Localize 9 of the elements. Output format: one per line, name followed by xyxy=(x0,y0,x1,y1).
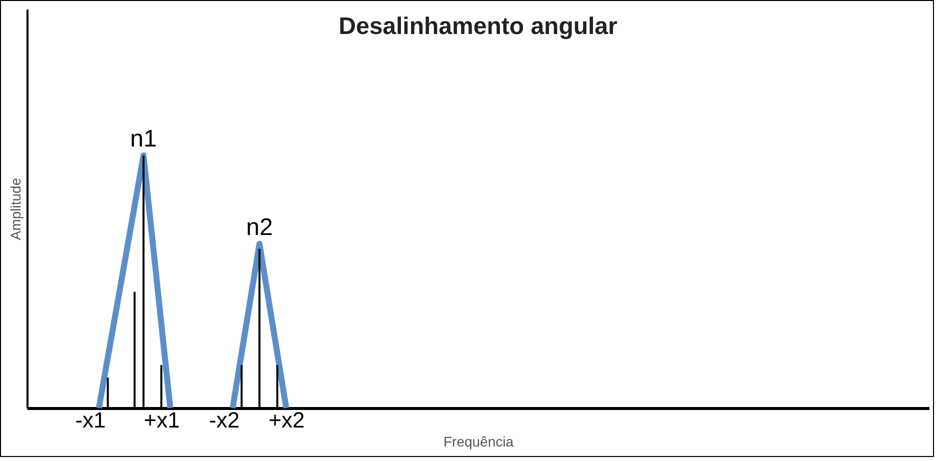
x-tick-label: -x1 xyxy=(75,408,106,432)
y-axis-title: Amplitude xyxy=(8,178,24,240)
annotation: n1 xyxy=(130,125,157,152)
x-tick-label: +x1 xyxy=(144,408,180,432)
x-tick-label: +x2 xyxy=(268,408,305,432)
x-tick-label: -x2 xyxy=(209,408,240,432)
chart-title: Desalinhamento angular xyxy=(338,13,618,40)
x-axis-title: Frequência xyxy=(443,434,514,450)
annotation: n2 xyxy=(246,214,273,241)
